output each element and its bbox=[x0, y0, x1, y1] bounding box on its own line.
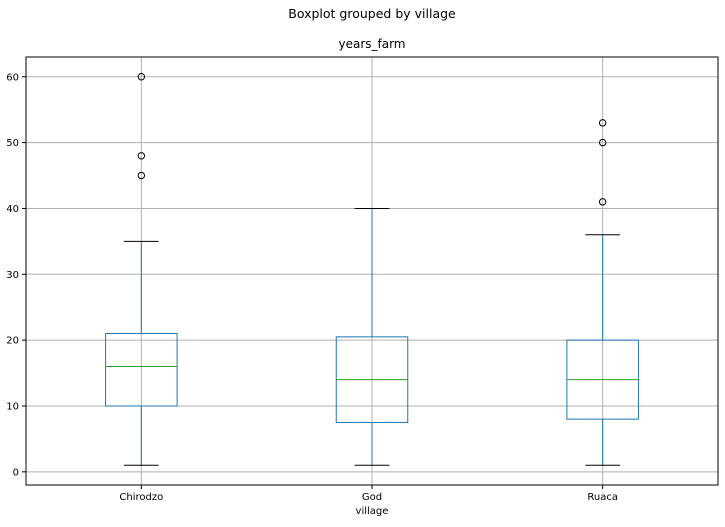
outlier-point bbox=[598, 198, 607, 206]
x-tick-label: God bbox=[362, 492, 382, 503]
outlier-point bbox=[598, 119, 607, 127]
outlier-point bbox=[137, 171, 146, 180]
box-ruaca bbox=[566, 119, 639, 466]
y-tick-label: 30 bbox=[6, 270, 19, 281]
x-tick-label: Chirodzo bbox=[119, 492, 163, 503]
y-tick-label: 0 bbox=[13, 467, 19, 478]
figure-suptitle: Boxplot grouped by village bbox=[288, 6, 456, 21]
outlier-point bbox=[137, 152, 146, 160]
y-tick-label: 60 bbox=[6, 72, 19, 83]
y-tick-label: 20 bbox=[6, 336, 19, 347]
boxes-group bbox=[105, 73, 639, 466]
y-tick-label: 50 bbox=[6, 138, 19, 149]
axes-title: years_farm bbox=[338, 37, 405, 51]
outlier-point bbox=[137, 73, 146, 81]
y-tick-label: 40 bbox=[6, 204, 19, 215]
box-chirodzo bbox=[105, 73, 178, 466]
axes-frame bbox=[25, 56, 719, 486]
iqr-box bbox=[105, 333, 178, 407]
y-tick-label: 10 bbox=[6, 401, 19, 412]
y-axis-ticks: 0 10 20 30 40 50 60 bbox=[6, 72, 26, 478]
x-tick-label: Ruaca bbox=[587, 492, 618, 503]
box-god bbox=[335, 207, 409, 466]
outlier-point bbox=[598, 138, 607, 147]
x-axis-label: village bbox=[356, 506, 389, 517]
x-axis-ticks: Chirodzo God Ruaca bbox=[119, 485, 618, 503]
